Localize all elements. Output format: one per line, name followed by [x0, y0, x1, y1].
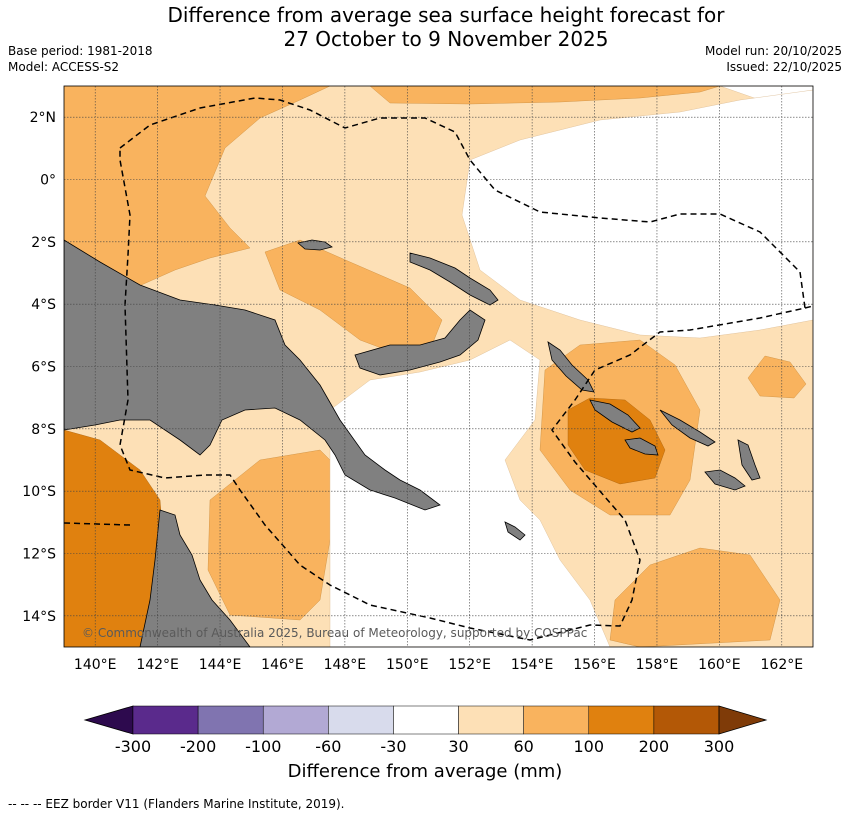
model-run: Model run: 20/10/2025 [704, 44, 842, 58]
colorbar-extend-max [718, 705, 768, 735]
meta-right: Model run: 20/10/2025 Issued: 22/10/2025 [705, 43, 842, 75]
copyright-notice: © Commonwealth of Australia 2025, Bureau… [82, 626, 587, 640]
colorbar-tick-label: 200 [639, 737, 670, 756]
lat-tick-label: 6°S [31, 360, 56, 376]
land-louisiade [504, 521, 526, 541]
land-new-guinea [64, 239, 441, 511]
colorbar-segment [197, 705, 264, 735]
eez-footnote: -- -- -- EEZ border V11 (Flanders Marine… [8, 797, 345, 811]
model-name: Model: ACCESS-S2 [8, 60, 120, 74]
lon-tick-label: 156°E [573, 657, 616, 673]
land-new-ireland [409, 252, 499, 306]
contour-60-100-southeast [609, 547, 781, 647]
lat-tick-label: 14°S [22, 609, 56, 625]
meta-left: Base period: 1981-2018 Model: ACCESS-S2 [8, 43, 153, 75]
colorbar-label: Difference from average (mm) [287, 761, 563, 782]
colorbar-tick-label: 60 [513, 737, 533, 756]
lat-tick-label: 10°S [22, 484, 56, 500]
lon-tick-label: 160°E [698, 657, 741, 673]
colorbar-tick-label: 30 [448, 737, 468, 756]
map-frame [63, 85, 814, 648]
land-australia-cape-york [139, 509, 251, 647]
eez-border-png [64, 97, 806, 641]
colorbar-segment [262, 705, 329, 735]
lon-tick-label: 148°E [324, 657, 367, 673]
contour-60-100-north [369, 86, 721, 105]
colorbar-tick-label: -30 [380, 737, 406, 756]
lon-tick-label: 140°E [74, 657, 117, 673]
issued-date: Issued: 22/10/2025 [726, 60, 842, 74]
eez-border-east [804, 305, 813, 309]
colorbar-extend-min [83, 705, 134, 735]
colorbar-segment [523, 705, 590, 735]
chart-title: Difference from average sea surface heig… [0, 3, 850, 51]
map-gridlines [64, 86, 813, 647]
lon-tick-label: 158°E [636, 657, 679, 673]
land-vanuatu-north [737, 439, 761, 481]
lon-tick-label: 142°E [136, 657, 179, 673]
contour-white-south [329, 339, 611, 647]
colorbar-tick-label: 100 [574, 737, 605, 756]
lon-tick-label: 162°E [761, 657, 804, 673]
land-solomon-malaita [659, 409, 716, 447]
lon-tick-label: 144°E [199, 657, 242, 673]
lat-tick-label: 4°S [31, 297, 56, 313]
land-new-britain [354, 309, 486, 376]
contour-white-east [461, 89, 813, 339]
contour-60-100-gulf [207, 449, 351, 621]
colorbar-tick-label: -300 [115, 737, 151, 756]
colorbar-segment [458, 705, 524, 735]
latitude-ticks: 2°N 0° 2°S 4°S 6°S 8°S 10°S 12°S 14°S [22, 110, 56, 625]
land-bougainville [547, 341, 595, 393]
land-solomon-santa-isabel [589, 399, 641, 433]
land-vanuatu-south [704, 469, 746, 491]
colorbar-tick-label: -60 [315, 737, 341, 756]
colorbar-tick-label: -100 [245, 737, 281, 756]
lat-tick-label: 2°S [31, 235, 56, 251]
title-line-1: Difference from average sea surface heig… [167, 3, 725, 27]
colorbar-segment [588, 705, 655, 735]
title-line-2: 27 October to 9 November 2025 [283, 27, 609, 51]
colorbar-segment [132, 705, 199, 735]
land-solomon-guadalcanal [624, 437, 659, 456]
lat-tick-label: 8°S [31, 422, 56, 438]
lat-tick-label: 0° [40, 173, 56, 189]
lon-tick-label: 150°E [386, 657, 429, 673]
land-manus [297, 239, 333, 251]
lon-tick-label: 154°E [511, 657, 554, 673]
colorbar-segment [653, 705, 720, 735]
lon-tick-label: 152°E [448, 657, 491, 673]
contour-100-200-solomon [567, 397, 666, 485]
colorbar-tick-label: -200 [180, 737, 216, 756]
colorbar-tick-label: 300 [704, 737, 735, 756]
longitude-ticks: 140°E 142°E 144°E 146°E 148°E 150°E 152°E 154°E… [74, 657, 803, 673]
base-period: Base period: 1981-2018 [8, 44, 153, 58]
colorbar: -300 -200 -100 -60 -30 30 60 100 200 300 [83, 705, 768, 756]
lat-tick-label: 2°N [30, 110, 56, 126]
colorbar-segment [393, 705, 459, 735]
lon-tick-label: 146°E [261, 657, 304, 673]
colorbar-segment [328, 705, 394, 735]
lat-tick-label: 12°S [22, 547, 56, 563]
